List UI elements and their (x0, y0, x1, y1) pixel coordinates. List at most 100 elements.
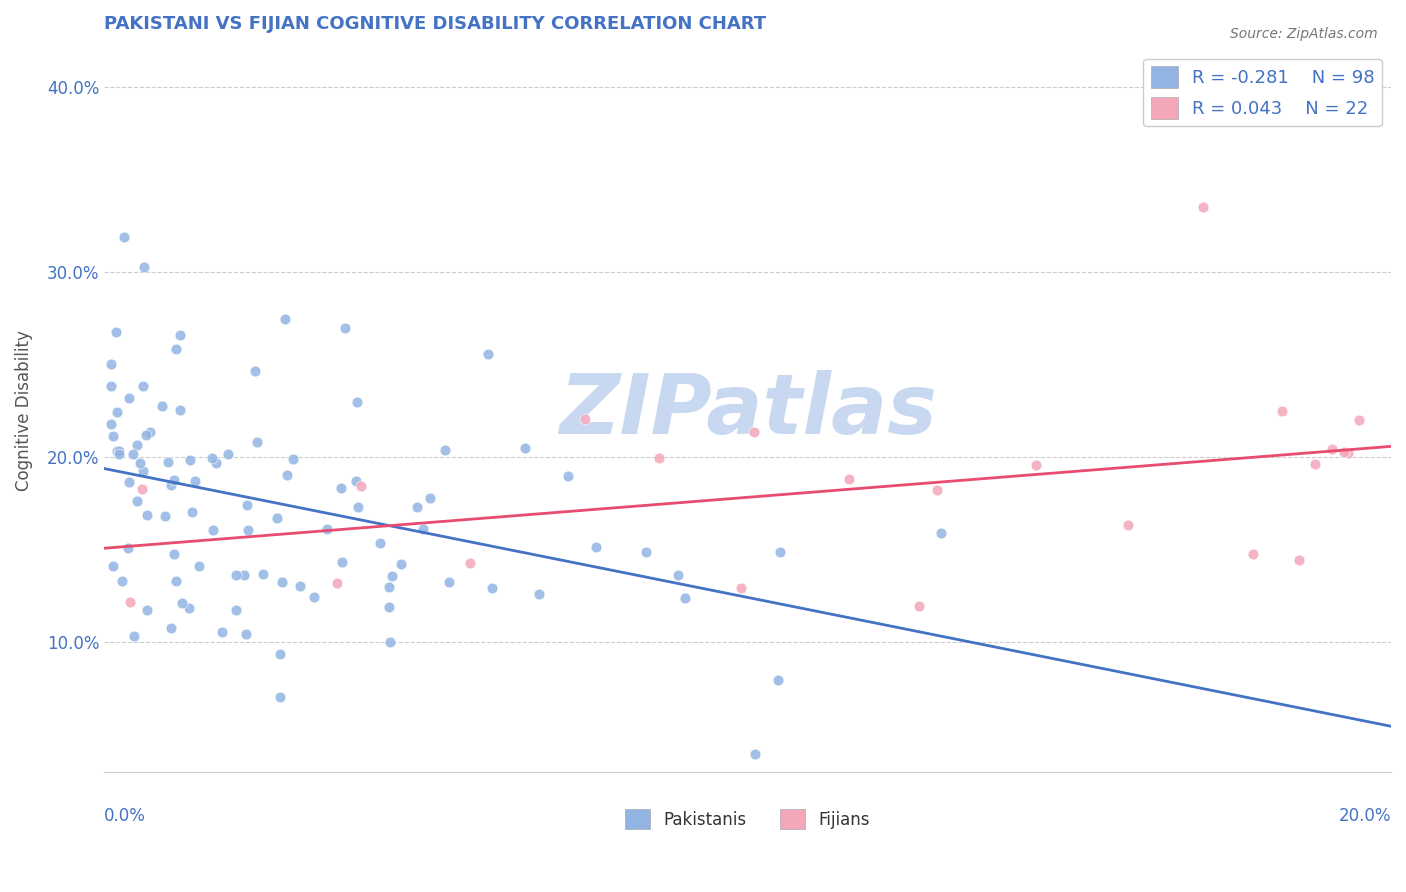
Point (730, 581, 752, 595)
Point (155, 508, 177, 523)
Point (252, 566, 274, 581)
Point (132, 464, 155, 478)
Point (184, 474, 207, 488)
Point (557, 469, 579, 483)
Point (1337, 445, 1360, 459)
Text: 0.0%: 0.0% (104, 806, 146, 825)
Point (1320, 442, 1343, 457)
Point (346, 395, 368, 409)
Point (742, 425, 765, 439)
Point (1333, 445, 1355, 459)
Point (768, 673, 790, 688)
Point (211, 624, 233, 639)
Point (150, 400, 173, 414)
Point (120, 595, 142, 609)
Text: 20.0%: 20.0% (1339, 806, 1391, 825)
Point (377, 600, 399, 615)
Point (925, 483, 948, 497)
Point (574, 411, 596, 425)
Point (302, 591, 325, 605)
Point (188, 559, 211, 574)
Point (105, 444, 128, 458)
Text: Source: ZipAtlas.com: Source: ZipAtlas.com (1230, 27, 1378, 41)
Point (104, 325, 127, 339)
Point (370, 536, 392, 550)
Point (1303, 458, 1326, 472)
Point (131, 482, 153, 496)
Point (412, 522, 434, 536)
Point (236, 498, 259, 512)
Point (281, 451, 304, 466)
Point (101, 558, 124, 573)
Point (135, 428, 157, 442)
Point (330, 481, 353, 495)
Point (132, 260, 155, 274)
Point (129, 456, 152, 470)
Point (165, 342, 187, 356)
Point (181, 505, 204, 519)
Point (406, 500, 429, 514)
Point (232, 568, 254, 582)
Point (477, 347, 499, 361)
Point (156, 455, 179, 469)
Point (378, 580, 401, 594)
Point (458, 556, 481, 570)
Point (389, 557, 412, 571)
Point (269, 648, 291, 662)
Point (269, 690, 291, 705)
Point (419, 491, 441, 505)
Point (437, 574, 460, 589)
Point (1025, 458, 1047, 472)
Point (235, 627, 257, 641)
Point (838, 472, 860, 486)
Point (108, 444, 131, 458)
Point (201, 451, 224, 466)
Point (169, 328, 191, 343)
Point (163, 473, 186, 487)
Point (136, 603, 159, 617)
Point (117, 541, 139, 555)
Point (666, 567, 689, 582)
Point (481, 581, 503, 595)
Point (100, 379, 122, 393)
Point (270, 575, 292, 590)
Point (103, 429, 125, 443)
Text: PAKISTANI VS FIJIAN COGNITIVE DISABILITY CORRELATION CHART: PAKISTANI VS FIJIAN COGNITIVE DISABILITY… (104, 15, 766, 33)
Point (769, 545, 792, 559)
Point (132, 379, 155, 393)
Point (202, 524, 225, 538)
Point (276, 468, 298, 483)
Point (179, 452, 201, 467)
Point (118, 475, 141, 489)
Legend: Pakistanis, Fijians: Pakistanis, Fijians (619, 802, 876, 836)
Point (122, 446, 145, 460)
Point (330, 555, 353, 569)
Point (350, 478, 373, 492)
Point (139, 425, 162, 439)
Point (217, 447, 239, 461)
Point (111, 574, 134, 588)
Point (169, 402, 191, 417)
Point (170, 596, 193, 610)
Point (907, 599, 929, 613)
Point (165, 574, 187, 589)
Point (159, 621, 181, 635)
Point (136, 508, 159, 522)
Point (225, 568, 247, 582)
Point (1347, 413, 1369, 427)
Point (1241, 547, 1264, 561)
Point (673, 591, 696, 605)
Point (266, 511, 288, 525)
Point (125, 438, 148, 452)
Point (585, 541, 607, 555)
Point (1271, 404, 1294, 418)
Text: ZIPatlas: ZIPatlas (558, 370, 936, 451)
Point (100, 357, 122, 371)
Point (527, 587, 550, 601)
Point (246, 434, 269, 449)
Point (179, 601, 201, 615)
Point (381, 569, 404, 583)
Point (347, 500, 370, 514)
Point (335, 321, 357, 335)
Point (326, 576, 349, 591)
